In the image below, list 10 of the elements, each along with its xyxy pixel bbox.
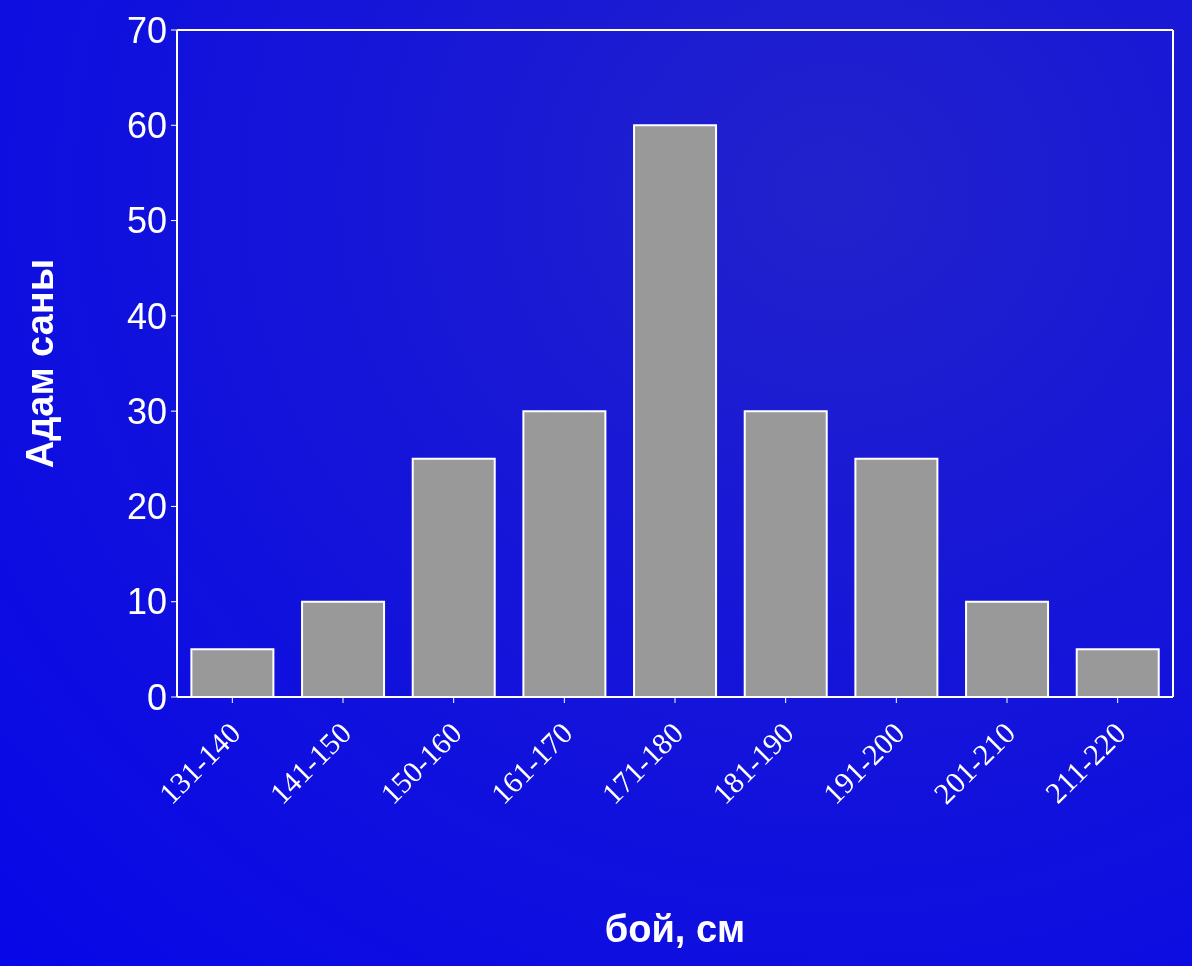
y-tick-label: 10: [126, 581, 167, 623]
y-tick-label: 70: [126, 9, 167, 51]
y-tick-label: 20: [126, 486, 167, 528]
y-tick-label: 60: [126, 105, 167, 147]
x-axis-title: бой, см: [604, 908, 746, 950]
y-tick-label: 0: [146, 676, 167, 718]
y-axis-title: Адам саны: [19, 258, 62, 469]
y-tick-label: 30: [126, 390, 167, 432]
y-tick-label: 50: [126, 200, 167, 242]
y-tick-label: 40: [126, 295, 167, 337]
